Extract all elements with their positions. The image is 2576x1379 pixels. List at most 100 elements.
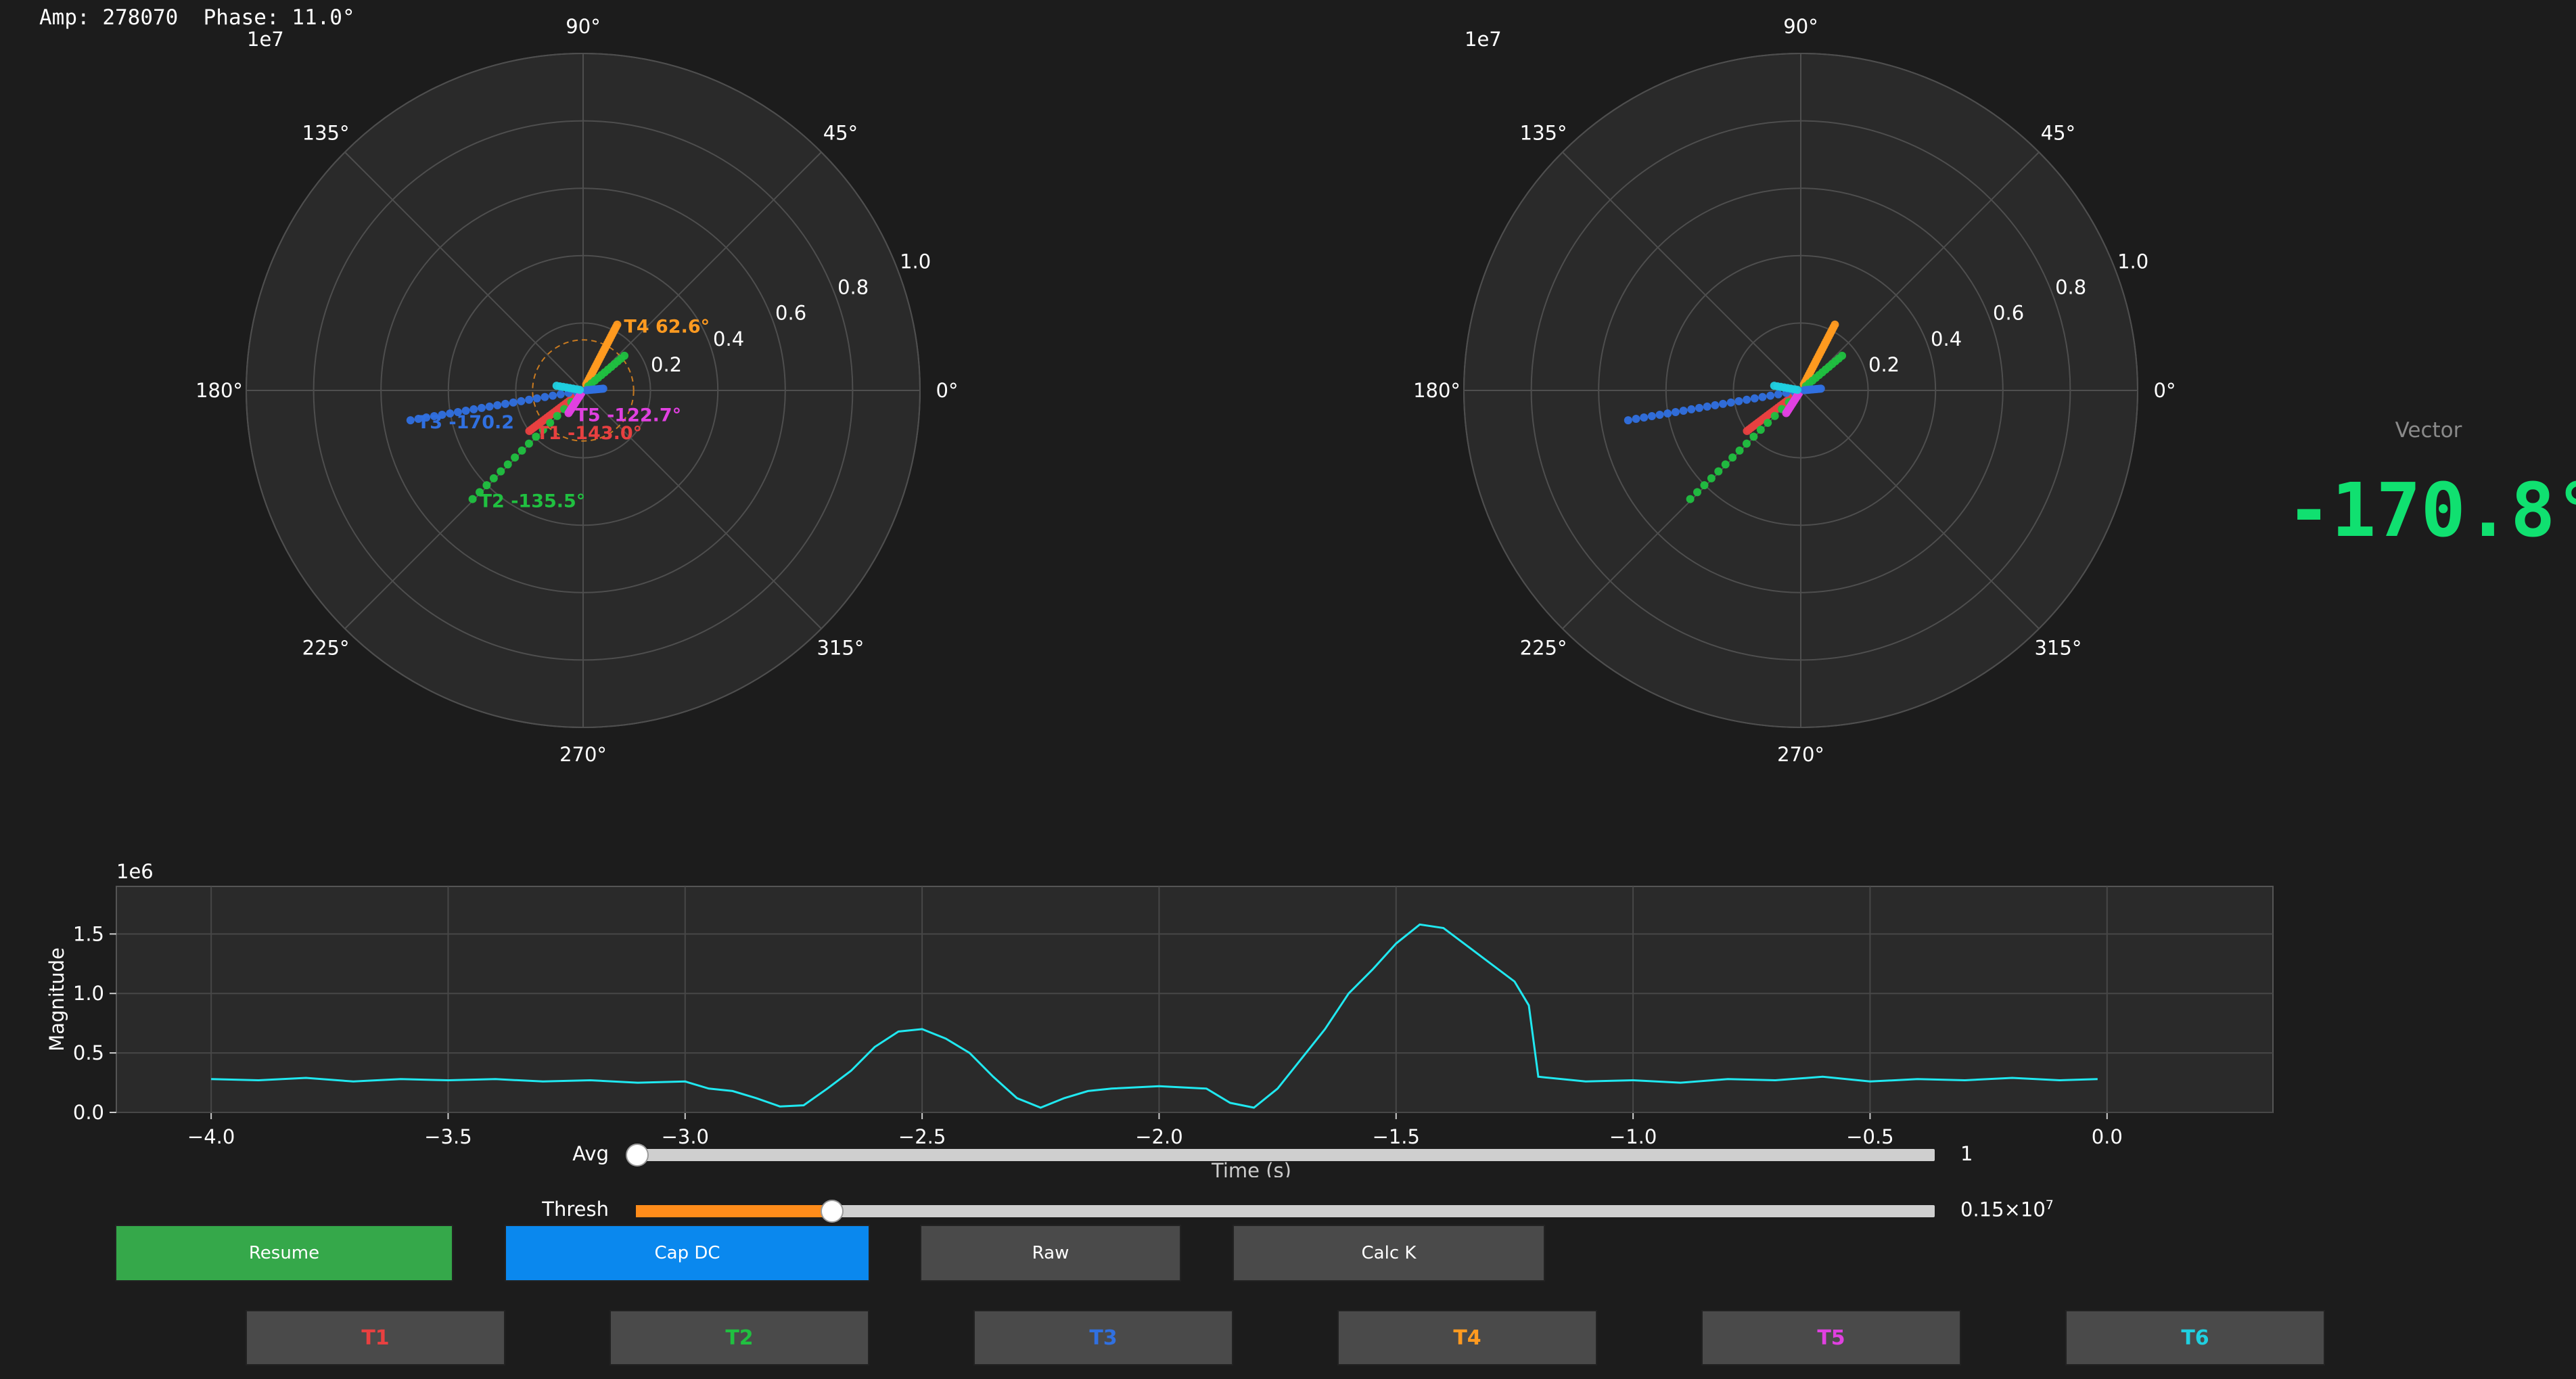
angular-gridline <box>582 152 822 391</box>
cap-dc-button[interactable]: Cap DC <box>505 1225 870 1282</box>
data-point <box>556 390 565 399</box>
data-point <box>497 467 505 476</box>
y-tick-label: 0.5 <box>73 1041 104 1064</box>
avg-slider-handle[interactable] <box>626 1144 649 1167</box>
data-point <box>1749 432 1758 441</box>
angle-tick-label: 135° <box>302 122 350 145</box>
avg-slider-label: Avg <box>572 1142 609 1165</box>
avg-slider[interactable] <box>626 1144 1935 1167</box>
data-point <box>538 426 547 434</box>
series-annotation-t2: T2 -135.5° <box>480 491 586 512</box>
data-point <box>1766 391 1775 400</box>
data-point <box>503 460 512 469</box>
calc-k-button[interactable]: Calc K <box>1233 1225 1545 1282</box>
data-point <box>1687 405 1696 413</box>
vector-value: -170.8° <box>2286 467 2576 553</box>
data-point <box>1655 411 1664 420</box>
data-point <box>1735 446 1744 455</box>
series-t3 <box>406 387 581 425</box>
angle-tick-label: 45° <box>823 122 858 145</box>
angular-gridline <box>344 152 584 391</box>
data-point <box>477 403 486 412</box>
angle-tick-label: 0° <box>936 379 959 402</box>
series-t6 <box>1770 382 1802 394</box>
data-point <box>540 392 549 401</box>
terminal-t4-button[interactable]: T4 <box>1337 1310 1597 1365</box>
x-tick-label: −1.5 <box>1373 1125 1420 1148</box>
data-point <box>546 418 555 427</box>
radial-tick-label: 0.2 <box>651 353 682 376</box>
data-point <box>524 439 533 448</box>
series-t6 <box>552 382 584 394</box>
y-axis-label: Magnitude <box>45 947 68 1052</box>
polar-chart-reference: 0° 45° 90° 135° 180° 225° 270° 315° 0.2 0.4 0.6 0.8… <box>1413 15 2176 766</box>
amp-phase-readout: Amp: 278070 Phase: 11.0° <box>39 5 355 30</box>
data-point <box>620 351 629 360</box>
data-point <box>613 320 622 329</box>
x-tick-label: 0.0 <box>2092 1125 2123 1148</box>
magnitude-timeline-chart: −4.0 −3.5 −3.0 −2.5 −2.0 −1.5 −1.0 −0.5 0.0 0.0 0.… <box>45 860 2274 1177</box>
data-point <box>438 411 446 420</box>
thresh-slider-fill <box>636 1205 831 1217</box>
terminal-t1-button[interactable]: T1 <box>246 1310 505 1365</box>
data-point <box>476 488 484 497</box>
phase-value: 11.0° <box>292 5 355 30</box>
radial-tick-label: 1.0 <box>2117 250 2148 273</box>
amp-value: 278070 <box>102 5 179 30</box>
angle-tick-label: 225° <box>1520 636 1567 659</box>
angle-tick-label: 270° <box>559 743 607 766</box>
vector-label: Vector <box>2395 418 2462 443</box>
data-point <box>469 405 478 413</box>
angle-tick-label: 315° <box>2034 636 2082 659</box>
series-annotation-t4: T4 62.6° <box>624 317 710 338</box>
data-point <box>1743 426 1751 435</box>
data-point <box>1624 416 1632 425</box>
data-point <box>1726 398 1735 407</box>
threshold-ring <box>532 339 635 442</box>
terminal-t5-button[interactable]: T5 <box>1701 1310 1961 1365</box>
data-point <box>468 495 477 503</box>
terminal-t2-button[interactable]: T2 <box>610 1310 869 1365</box>
data-point <box>1707 474 1716 482</box>
data-point <box>1686 495 1695 503</box>
terminal-t3-button[interactable]: T3 <box>973 1310 1233 1365</box>
data-point <box>1816 384 1825 393</box>
y-scale-label: 1e6 <box>116 860 154 883</box>
resume-button[interactable]: Resume <box>115 1225 453 1282</box>
x-axis-label: Time (s) <box>1211 1159 1291 1177</box>
data-point <box>1742 439 1751 448</box>
data-point <box>453 407 462 416</box>
angular-gridline <box>1562 152 1801 391</box>
phase-label: Phase: <box>203 5 279 30</box>
series-t5 <box>1782 389 1803 417</box>
data-point <box>1640 413 1649 422</box>
data-point <box>493 401 502 409</box>
data-point <box>532 394 541 403</box>
data-point <box>1700 481 1709 490</box>
x-tick-label: −4.0 <box>187 1125 235 1148</box>
data-point <box>1714 467 1723 476</box>
radial-tick-label: 0.6 <box>1993 302 2024 325</box>
data-point <box>1679 406 1688 415</box>
radial-tick-label: 0.6 <box>775 302 806 325</box>
amp-label: Amp: <box>39 5 90 30</box>
y-tick-label: 1.0 <box>73 982 104 1005</box>
data-point <box>1719 399 1728 408</box>
data-point <box>1728 453 1737 462</box>
data-point <box>599 384 607 393</box>
x-tick-label: −0.5 <box>1846 1125 1893 1148</box>
data-point <box>1695 403 1703 412</box>
angular-gridline <box>582 390 822 629</box>
raw-button[interactable]: Raw <box>920 1225 1181 1282</box>
data-point <box>489 474 498 482</box>
angle-tick-label: 225° <box>302 636 350 659</box>
y-tick-label: 1.5 <box>73 922 104 945</box>
thresh-slider-handle[interactable] <box>821 1200 844 1223</box>
thresh-slider[interactable] <box>636 1200 1935 1223</box>
plot-area <box>116 886 2274 1113</box>
data-point <box>552 382 561 390</box>
terminal-t6-button[interactable]: T6 <box>2065 1310 2325 1365</box>
data-point <box>1693 488 1702 497</box>
angle-tick-label: 180° <box>1413 379 1460 402</box>
angular-gridline <box>1800 390 2040 629</box>
